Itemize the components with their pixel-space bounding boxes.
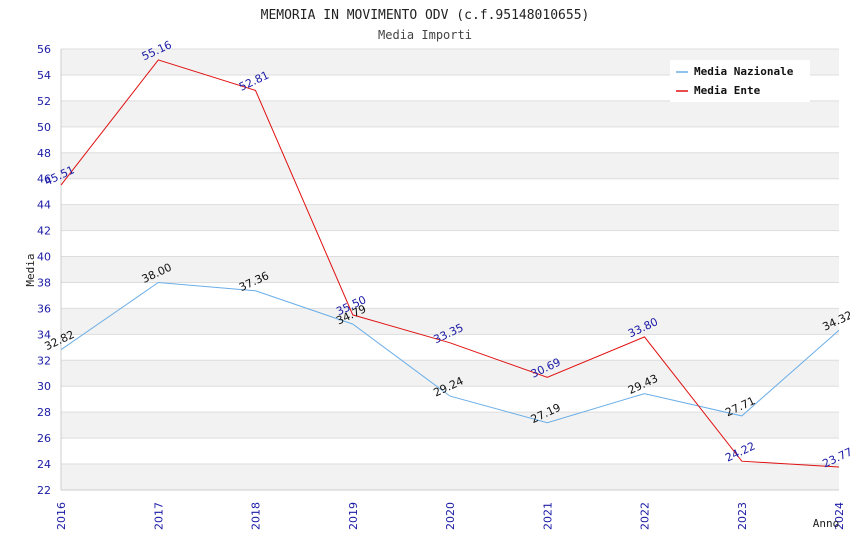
y-tick-label: 54 bbox=[37, 69, 51, 82]
chart-title: MEMORIA IN MOVIMENTO ODV (c.f.9514801065… bbox=[261, 8, 590, 23]
grid-band bbox=[61, 230, 839, 257]
x-tick-label: 2019 bbox=[347, 502, 360, 530]
series-line-nazionale bbox=[60, 281, 840, 424]
grid-band bbox=[61, 204, 839, 231]
y-tick-label: 44 bbox=[37, 199, 51, 212]
x-tick-label: 2021 bbox=[541, 502, 554, 530]
x-tick-label: 2018 bbox=[250, 502, 263, 530]
x-axis-label: Anno bbox=[813, 517, 840, 530]
series-lines bbox=[60, 59, 840, 468]
y-tick-label: 48 bbox=[37, 147, 51, 160]
y-tick-label: 34 bbox=[37, 328, 51, 341]
grid-band bbox=[61, 464, 839, 490]
legend-label-ente: Media Ente bbox=[694, 84, 761, 97]
x-tick-label: 2016 bbox=[55, 502, 68, 530]
legend-box bbox=[670, 60, 810, 102]
grid-band bbox=[61, 282, 839, 309]
grid-band bbox=[61, 126, 839, 153]
y-tick-label: 24 bbox=[37, 458, 51, 471]
x-tick-label: 2023 bbox=[736, 502, 749, 530]
grid-band bbox=[61, 412, 839, 439]
y-tick-label: 56 bbox=[37, 43, 51, 56]
y-tick-label: 52 bbox=[37, 95, 51, 108]
y-tick-label: 50 bbox=[37, 121, 51, 134]
y-tick-label: 46 bbox=[37, 173, 51, 186]
y-tick-labels: 22 24 26 28 30 32 34 36 38 40 42 44 46 48 50 52 54 56 bbox=[37, 43, 51, 497]
x-tick-label: 2017 bbox=[152, 502, 165, 530]
y-tick-label: 22 bbox=[37, 484, 51, 497]
chart-subtitle: Media Importi bbox=[378, 28, 472, 42]
y-tick-label: 28 bbox=[37, 406, 51, 419]
grid-band bbox=[61, 178, 839, 205]
y-tick-label: 30 bbox=[37, 380, 51, 393]
grid-band bbox=[61, 438, 839, 465]
grid-band bbox=[61, 100, 839, 127]
y-tick-label: 36 bbox=[37, 302, 51, 315]
grid-band bbox=[61, 386, 839, 413]
x-tick-labels: 2016 2017 2018 2019 2020 2021 2022 2023 2024 bbox=[55, 502, 846, 530]
legend-label-nazionale: Media Nazionale bbox=[694, 65, 794, 78]
y-tick-label: 38 bbox=[37, 276, 51, 289]
series-line-ente bbox=[60, 59, 840, 468]
x-tick-label: 2022 bbox=[639, 502, 652, 530]
y-axis-label: Media bbox=[24, 253, 37, 286]
x-tick-label: 2020 bbox=[444, 502, 457, 530]
grid-band bbox=[61, 334, 839, 361]
y-tick-label: 42 bbox=[37, 225, 51, 238]
grid-band bbox=[61, 256, 839, 283]
legend: Media Nazionale Media Ente bbox=[670, 60, 810, 102]
grid-bands bbox=[61, 49, 839, 490]
y-tick-label: 32 bbox=[37, 354, 51, 367]
y-tick-label: 26 bbox=[37, 432, 51, 445]
y-tick-label: 40 bbox=[37, 251, 51, 264]
grid-band bbox=[61, 152, 839, 179]
grid-band bbox=[61, 308, 839, 335]
x-tick-label: 2024 bbox=[833, 502, 846, 530]
grid-band bbox=[61, 360, 839, 387]
